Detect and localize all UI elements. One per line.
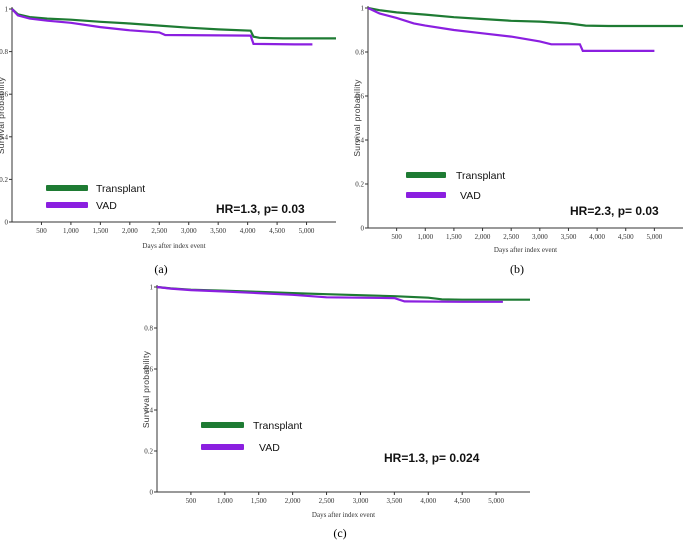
panel-caption: (c) [333,526,346,540]
y-tick-label: 0.6 [355,93,364,101]
x-tick-label: 3,000 [181,227,197,235]
y-axis-title: Survival probability [141,350,151,428]
legend-label-vad: VAD [96,200,117,212]
series-line-transplant [367,6,683,28]
panel-caption: (a) [154,262,167,276]
x-tick-label: 5,000 [646,233,662,241]
x-tick-label: 3,000 [353,497,369,505]
legend-swatch-transplant [406,172,446,178]
legend-label-transplant: Transplant [456,170,505,182]
y-tick-label: 0.6 [144,366,153,374]
x-tick-label: 3,000 [532,233,548,241]
x-tick-label: 5,000 [299,227,315,235]
legend: Transplant VAD [406,170,505,202]
y-tick-label: 0.6 [0,91,9,99]
y-tick-label: 0.2 [0,176,9,184]
legend-label-transplant: Transplant [96,183,145,195]
hazard-ratio-annotation: HR=1.3, p= 0.024 [384,451,480,465]
legend-swatch-vad [46,202,88,208]
y-tick-label: 0.4 [355,137,364,145]
chart-panel-a: 0 0.2 0.4 0.6 0.8 1 500 1,000 1,500 2,000 2,500 3,0… [0,6,336,276]
x-tick-label: 3,500 [561,233,577,241]
y-tick-label: 0 [150,489,154,497]
x-tick-label: 4,000 [589,233,605,241]
chart-panel-b: 0 0.2 0.4 0.6 0.8 1 500 1,000 1,500 2,000 2,500 3,0… [352,5,683,276]
legend-swatch-transplant [46,185,88,191]
legend-label-vad: VAD [460,190,481,202]
x-tick-label: 1,500 [92,227,108,235]
legend-swatch-vad [406,192,446,198]
x-tick-label: 1,000 [417,233,433,241]
y-tick-label: 1 [150,284,154,292]
y-axis-title: Survival probability [352,79,362,157]
x-tick-label: 1,000 [63,227,79,235]
series-line-vad [367,7,655,52]
x-tick-label: 500 [36,227,47,235]
x-axis-title: Days after index event [494,246,557,254]
x-tick-label: 2,000 [285,497,301,505]
y-tick-label: 0.8 [0,48,9,56]
x-tick-label: 2,500 [151,227,167,235]
y-tick-label: 0.4 [0,133,9,141]
series-line-vad [11,8,313,46]
x-tick-label: 1,000 [217,497,233,505]
x-axis-title: Days after index event [142,242,205,250]
x-tick-label: 2,500 [503,233,519,241]
x-tick-label: 2,500 [319,497,335,505]
y-tick-label: 0.2 [144,448,153,456]
legend-label-transplant: Transplant [253,420,302,432]
legend: Transplant VAD [201,420,302,454]
y-tick-label: 0.4 [144,407,153,415]
legend-swatch-vad [201,444,244,450]
legend: Transplant VAD [46,183,145,212]
y-tick-label: 0.8 [355,49,364,57]
hazard-ratio-annotation: HR=1.3, p= 0.03 [216,202,305,216]
series-line-vad [156,285,503,303]
legend-label-vad: VAD [259,442,280,454]
y-tick-label: 1 [5,6,9,14]
panel-caption: (b) [510,262,524,276]
x-tick-label: 500 [391,233,402,241]
x-tick-label: 4,000 [240,227,256,235]
x-tick-label: 4,500 [269,227,285,235]
y-axis-title: Survival probability [0,76,6,154]
series-line-transplant [11,8,336,40]
x-tick-label: 3,500 [210,227,226,235]
x-tick-label: 4,500 [454,497,470,505]
x-tick-label: 4,500 [618,233,634,241]
y-tick-label: 0 [5,219,9,227]
hazard-ratio-annotation: HR=2.3, p= 0.03 [570,204,659,218]
x-tick-label: 4,000 [420,497,436,505]
y-tick-label: 0.8 [144,325,153,333]
x-tick-label: 2,000 [122,227,138,235]
y-tick-label: 1 [361,5,365,13]
y-tick-label: 0 [361,225,365,233]
x-tick-label: 3,500 [386,497,402,505]
y-tick-label: 0.2 [355,181,364,189]
x-tick-label: 5,000 [488,497,504,505]
x-tick-label: 1,500 [251,497,267,505]
legend-swatch-transplant [201,422,244,428]
x-tick-label: 1,500 [446,233,462,241]
x-tick-label: 500 [186,497,197,505]
x-axis-title: Days after index event [312,511,375,519]
chart-panel-c: 0 0.2 0.4 0.6 0.8 1 500 1,000 1,500 2,000 2,500 3,0… [141,284,530,540]
x-tick-label: 2,000 [475,233,491,241]
